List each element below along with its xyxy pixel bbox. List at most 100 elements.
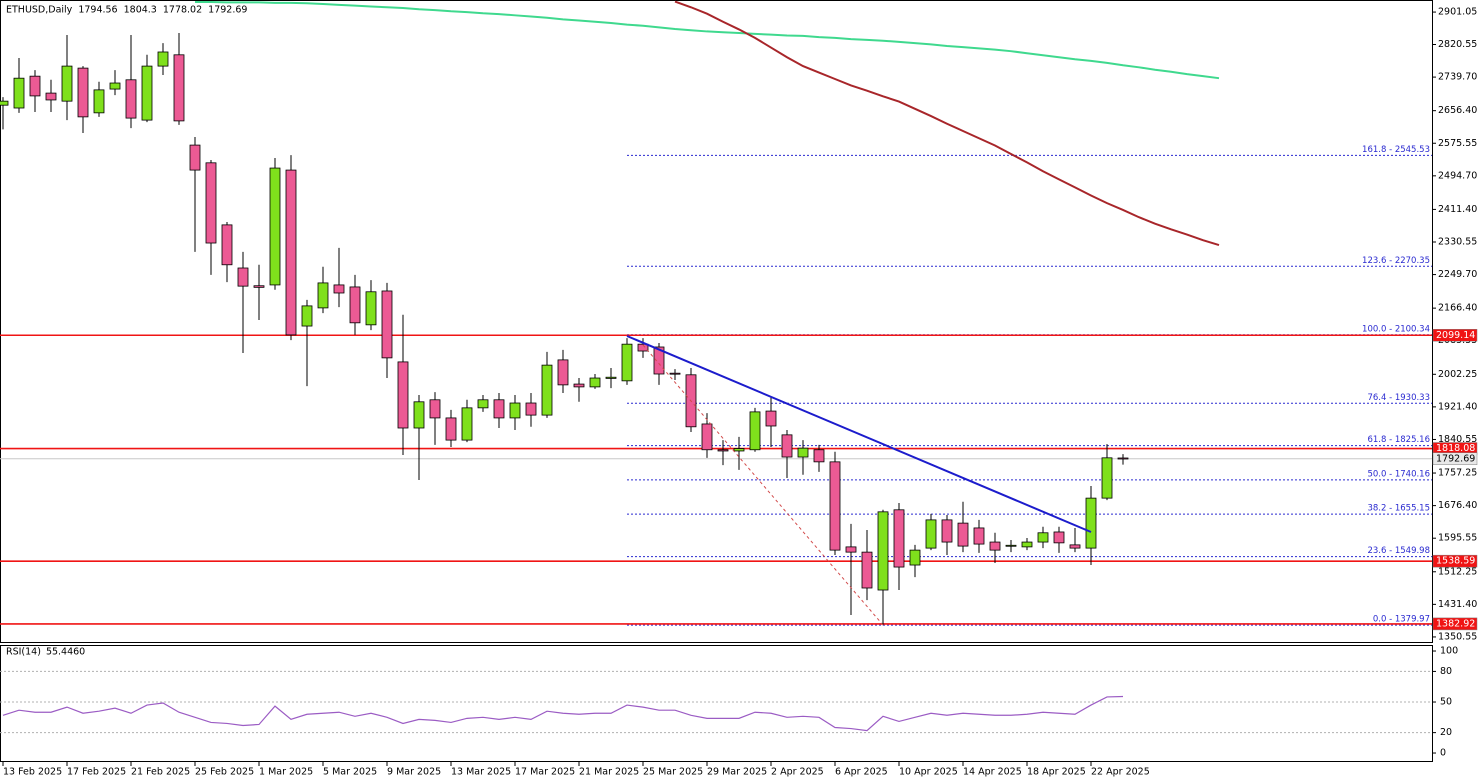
x-tick-label: 5 Mar 2025 <box>323 767 377 778</box>
candle-body <box>925 519 937 549</box>
candle-body <box>1069 544 1081 549</box>
moving-average <box>674 0 1220 246</box>
x-tick-label: 13 Mar 2025 <box>451 767 511 778</box>
rsi-title: RSI(14) <box>6 647 41 658</box>
candle-body <box>141 65 153 121</box>
candle-body <box>557 359 569 386</box>
moving-average <box>195 1 1220 80</box>
candle-body <box>397 361 409 429</box>
rsi-tick-label: 20 <box>1440 727 1452 738</box>
candle-body <box>285 169 297 336</box>
candle-body <box>1117 457 1129 460</box>
candle-body <box>877 511 889 591</box>
fib-label: 161.8 - 2545.53 <box>1362 145 1430 155</box>
candle-body <box>701 423 713 451</box>
y-tick-label: 2249.70 <box>1438 269 1477 280</box>
trendline <box>626 335 1092 533</box>
candle-body <box>157 51 169 67</box>
candle-body <box>1101 457 1113 499</box>
x-tick-label: 6 Apr 2025 <box>835 767 888 778</box>
candle-body <box>813 449 825 463</box>
rsi-current: 55.4460 <box>46 647 85 658</box>
header-value: 1778.02 <box>163 5 202 16</box>
x-tick-label: 17 Feb 2025 <box>67 767 126 778</box>
main-panel-frame <box>0 0 1433 643</box>
fib-label: 123.6 - 2270.35 <box>1362 256 1430 266</box>
fib-label: 23.6 - 1549.98 <box>1367 546 1430 556</box>
rsi-line <box>2 695 1124 732</box>
fib-label: 76.4 - 1930.33 <box>1367 393 1430 403</box>
y-tick-label: 2330.55 <box>1438 236 1477 247</box>
level-box <box>1432 617 1478 631</box>
candle-body <box>669 372 681 375</box>
candle-body <box>1085 497 1097 549</box>
y-tick-label: 2901.05 <box>1438 7 1477 18</box>
rsi-tick-label: 80 <box>1440 666 1452 677</box>
candle-body <box>493 399 505 419</box>
fib-label: 61.8 - 1825.16 <box>1367 435 1430 445</box>
candle-body <box>13 77 25 109</box>
candle-body <box>829 461 841 551</box>
x-tick-label: 18 Apr 2025 <box>1027 767 1086 778</box>
rsi-tick-label: 50 <box>1440 697 1452 708</box>
y-tick-label: 2166.40 <box>1438 303 1477 314</box>
x-tick-label: 1 Mar 2025 <box>259 767 313 778</box>
candle-body <box>205 162 217 244</box>
candle-body <box>781 434 793 458</box>
y-tick-label: 2494.70 <box>1438 170 1477 181</box>
candle-body <box>525 402 537 416</box>
candle-body <box>365 291 377 326</box>
candle-body <box>173 54 185 122</box>
fib-label: 0.0 - 1379.97 <box>1373 615 1430 625</box>
candle-body <box>349 286 361 324</box>
y-tick-label: 2820.55 <box>1438 39 1477 50</box>
y-tick-label: 2411.40 <box>1438 204 1477 215</box>
level-label: 1382.92 <box>1436 618 1475 629</box>
candle-body <box>45 92 57 101</box>
candle-body <box>861 551 873 589</box>
y-tick-label: 1757.25 <box>1438 468 1477 479</box>
candle-body <box>125 79 137 119</box>
candle-body <box>909 549 921 566</box>
candle-body <box>941 519 953 543</box>
fib-label: 100.0 - 2100.34 <box>1362 324 1430 334</box>
candle-body <box>0 100 9 106</box>
x-tick-label: 10 Apr 2025 <box>899 767 958 778</box>
candle-body <box>589 377 601 388</box>
candle-body <box>957 522 969 547</box>
candle-body <box>445 417 457 441</box>
y-tick-label: 1676.40 <box>1438 500 1477 511</box>
candle-body <box>893 509 905 568</box>
candle-body <box>429 399 441 419</box>
candle-body <box>29 75 41 97</box>
x-tick-label: 25 Mar 2025 <box>643 767 703 778</box>
candle-body <box>413 401 425 429</box>
candle-body <box>477 399 489 409</box>
candle-body <box>765 410 777 427</box>
x-tick-label: 2 Apr 2025 <box>771 767 824 778</box>
candle-body <box>845 546 857 553</box>
candle-body <box>269 167 281 286</box>
fib-label: 50.0 - 1740.16 <box>1367 469 1430 479</box>
candle-body <box>749 411 761 451</box>
level-box <box>1432 329 1478 342</box>
x-tick-label: 17 Mar 2025 <box>515 767 575 778</box>
header-value: 1804.3 <box>124 5 157 16</box>
y-tick-label: 2739.70 <box>1438 72 1477 83</box>
level-box <box>1432 554 1478 568</box>
x-tick-label: 9 Mar 2025 <box>387 767 441 778</box>
level-label: 2099.14 <box>1436 330 1475 341</box>
candle-body <box>301 305 313 327</box>
candle-body <box>509 402 521 419</box>
symbol-title: ETHUSD,Daily <box>6 5 73 16</box>
candle-body <box>541 364 553 416</box>
y-tick-label: 1350.55 <box>1438 631 1477 642</box>
candle-body <box>637 343 649 352</box>
rsi-tick-label: 0 <box>1440 748 1446 759</box>
candle-body <box>237 267 249 287</box>
rsi-panel-frame <box>0 645 1433 762</box>
rsi-tick-label: 100 <box>1440 646 1458 657</box>
candle-body <box>1037 532 1049 543</box>
candle-body <box>109 82 121 90</box>
